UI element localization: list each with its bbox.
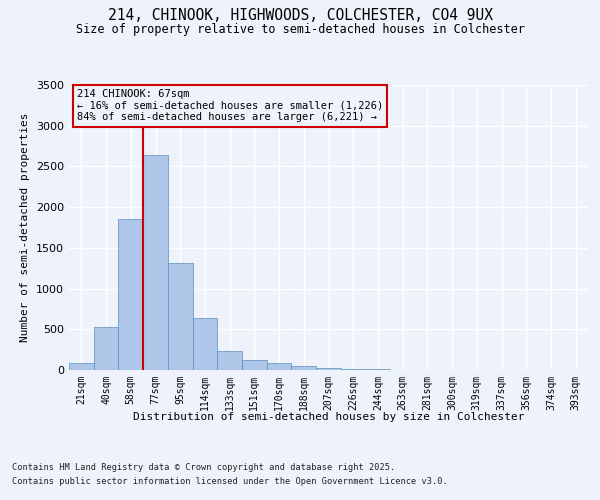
Y-axis label: Number of semi-detached properties: Number of semi-detached properties	[20, 113, 31, 342]
Bar	[217, 352, 242, 370]
Bar	[267, 364, 292, 370]
Text: Distribution of semi-detached houses by size in Colchester: Distribution of semi-detached houses by …	[133, 412, 524, 422]
Bar	[143, 155, 168, 370]
Bar	[168, 264, 193, 370]
Text: Contains HM Land Registry data © Crown copyright and database right 2025.: Contains HM Land Registry data © Crown c…	[12, 462, 395, 471]
Text: 214, CHINOOK, HIGHWOODS, COLCHESTER, CO4 9UX: 214, CHINOOK, HIGHWOODS, COLCHESTER, CO4…	[107, 8, 493, 22]
Bar	[94, 327, 118, 370]
Bar	[316, 368, 341, 370]
Bar	[292, 366, 316, 370]
Bar	[341, 369, 365, 370]
Bar	[69, 364, 94, 370]
Text: 214 CHINOOK: 67sqm
← 16% of semi-detached houses are smaller (1,226)
84% of semi: 214 CHINOOK: 67sqm ← 16% of semi-detache…	[77, 90, 383, 122]
Text: Size of property relative to semi-detached houses in Colchester: Size of property relative to semi-detach…	[76, 22, 524, 36]
Bar	[242, 360, 267, 370]
Text: Contains public sector information licensed under the Open Government Licence v3: Contains public sector information licen…	[12, 478, 448, 486]
Bar	[118, 220, 143, 370]
Bar	[193, 318, 217, 370]
